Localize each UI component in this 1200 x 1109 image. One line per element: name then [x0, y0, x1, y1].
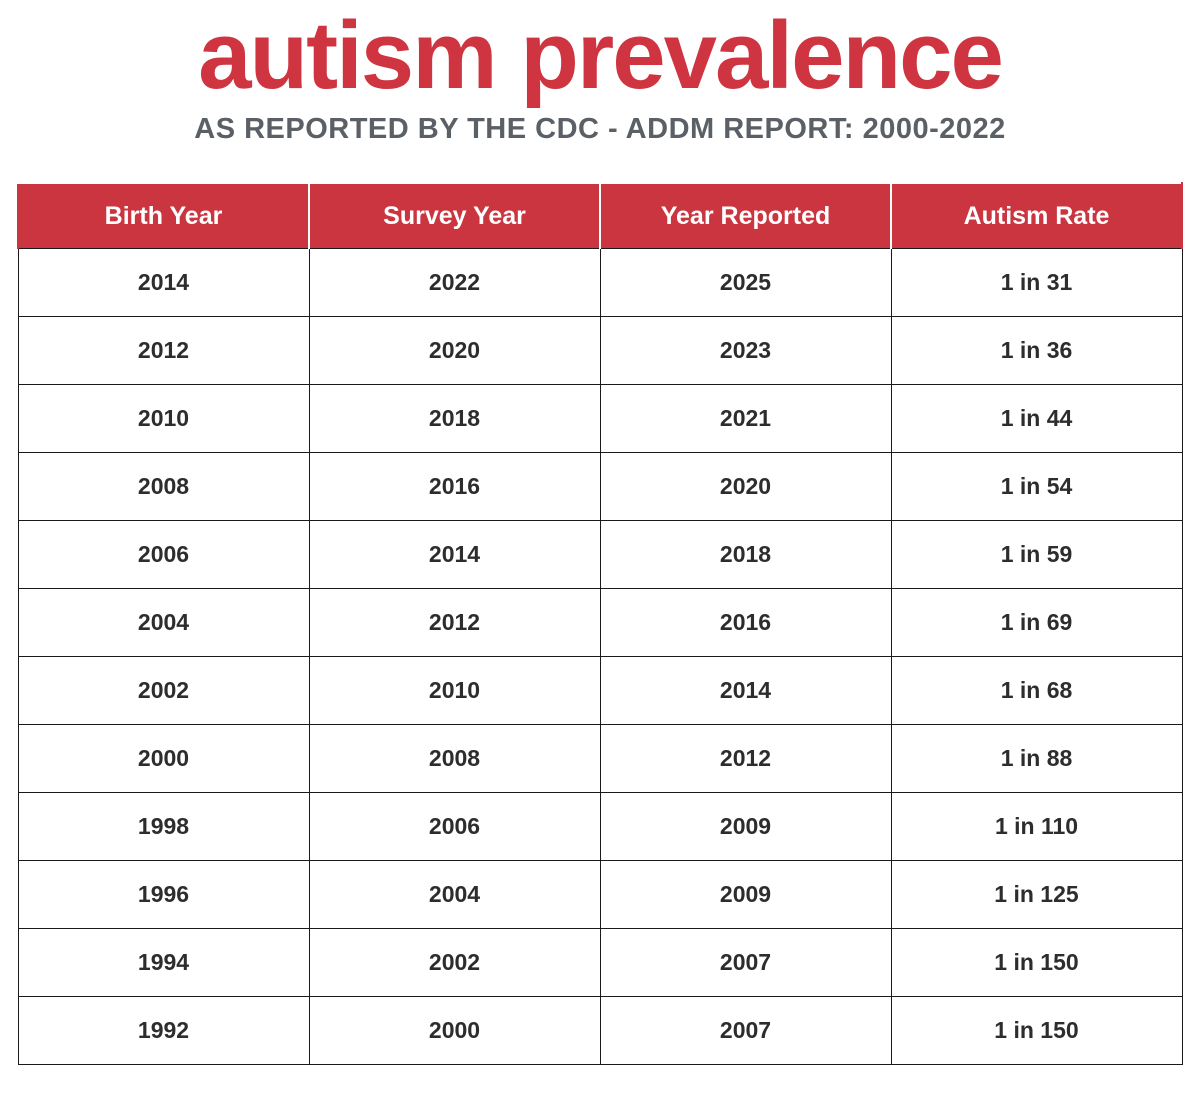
table-cell: 1 in 69 [890, 588, 1183, 658]
table-cell: 1 in 44 [890, 384, 1183, 454]
table-row: 1992 2000 2007 1 in 150 [17, 996, 1183, 1066]
table-body: 2014 2022 2025 1 in 31 2012 2020 2023 1 in 36 20… [17, 248, 1183, 1066]
table-cell: 1994 [17, 928, 310, 998]
table-cell: 2009 [599, 860, 892, 930]
table-cell: 2020 [599, 452, 892, 522]
table-cell: 2023 [599, 316, 892, 386]
table-cell: 1 in 125 [890, 860, 1183, 930]
page-title: autism prevalence [198, 2, 1004, 109]
table-row: 2004 2012 2016 1 in 69 [17, 588, 1183, 658]
table-row: 2012 2020 2023 1 in 36 [17, 316, 1183, 386]
table-cell: 1 in 54 [890, 452, 1183, 522]
table-row: 2008 2016 2020 1 in 54 [17, 452, 1183, 522]
table-cell: 2000 [17, 724, 310, 794]
table-cell: 2008 [308, 724, 601, 794]
table-cell: 1 in 68 [890, 656, 1183, 726]
table-cell: 1 in 31 [890, 248, 1183, 318]
column-header: Year Reported [599, 181, 892, 250]
table-cell: 2007 [599, 928, 892, 998]
table-row: 1994 2002 2007 1 in 150 [17, 928, 1183, 998]
table-cell: 2009 [599, 792, 892, 862]
prevalence-table: Birth Year Survey Year Year Reported Autism… [17, 181, 1183, 1066]
table-cell: 2022 [308, 248, 601, 318]
table-cell: 2006 [308, 792, 601, 862]
table-cell: 1996 [17, 860, 310, 930]
table-row: 1998 2006 2009 1 in 110 [17, 792, 1183, 862]
table-cell: 2012 [17, 316, 310, 386]
table-cell: 1992 [17, 996, 310, 1066]
table-cell: 2002 [308, 928, 601, 998]
header-row: Birth Year Survey Year Year Reported Autism… [17, 181, 1183, 250]
page-subtitle: AS REPORTED BY THE CDC - ADDM REPORT: 20… [194, 112, 1006, 145]
table-row: 2014 2022 2025 1 in 31 [17, 248, 1183, 318]
table-cell: 1998 [17, 792, 310, 862]
table-cell: 1 in 150 [890, 928, 1183, 998]
table-cell: 1 in 88 [890, 724, 1183, 794]
table-cell: 2008 [17, 452, 310, 522]
table-header: Birth Year Survey Year Year Reported Autism… [17, 181, 1183, 250]
column-header: Birth Year [17, 181, 310, 250]
table-cell: 2004 [17, 588, 310, 658]
table-cell: 2012 [599, 724, 892, 794]
table-cell: 2014 [308, 520, 601, 590]
table-cell: 2007 [599, 996, 892, 1066]
table-cell: 2010 [308, 656, 601, 726]
table-cell: 2006 [17, 520, 310, 590]
table-cell: 2016 [308, 452, 601, 522]
table-cell: 2000 [308, 996, 601, 1066]
table-cell: 2021 [599, 384, 892, 454]
table-cell: 2012 [308, 588, 601, 658]
table-cell: 2025 [599, 248, 892, 318]
table-cell: 2004 [308, 860, 601, 930]
table-cell: 1 in 150 [890, 996, 1183, 1066]
table-row: 1996 2004 2009 1 in 125 [17, 860, 1183, 930]
table-row: 2006 2014 2018 1 in 59 [17, 520, 1183, 590]
table-row: 2000 2008 2012 1 in 88 [17, 724, 1183, 794]
table-row: 2010 2018 2021 1 in 44 [17, 384, 1183, 454]
table-cell: 2018 [599, 520, 892, 590]
table-cell: 1 in 110 [890, 792, 1183, 862]
table-cell: 1 in 59 [890, 520, 1183, 590]
table-cell: 2010 [17, 384, 310, 454]
table-cell: 2020 [308, 316, 601, 386]
table-cell: 1 in 36 [890, 316, 1183, 386]
column-header: Survey Year [308, 181, 601, 250]
table-cell: 2016 [599, 588, 892, 658]
table-cell: 2014 [17, 248, 310, 318]
table-cell: 2002 [17, 656, 310, 726]
column-header: Autism Rate [890, 181, 1183, 250]
table-row: 2002 2010 2014 1 in 68 [17, 656, 1183, 726]
table-cell: 2014 [599, 656, 892, 726]
table-cell: 2018 [308, 384, 601, 454]
